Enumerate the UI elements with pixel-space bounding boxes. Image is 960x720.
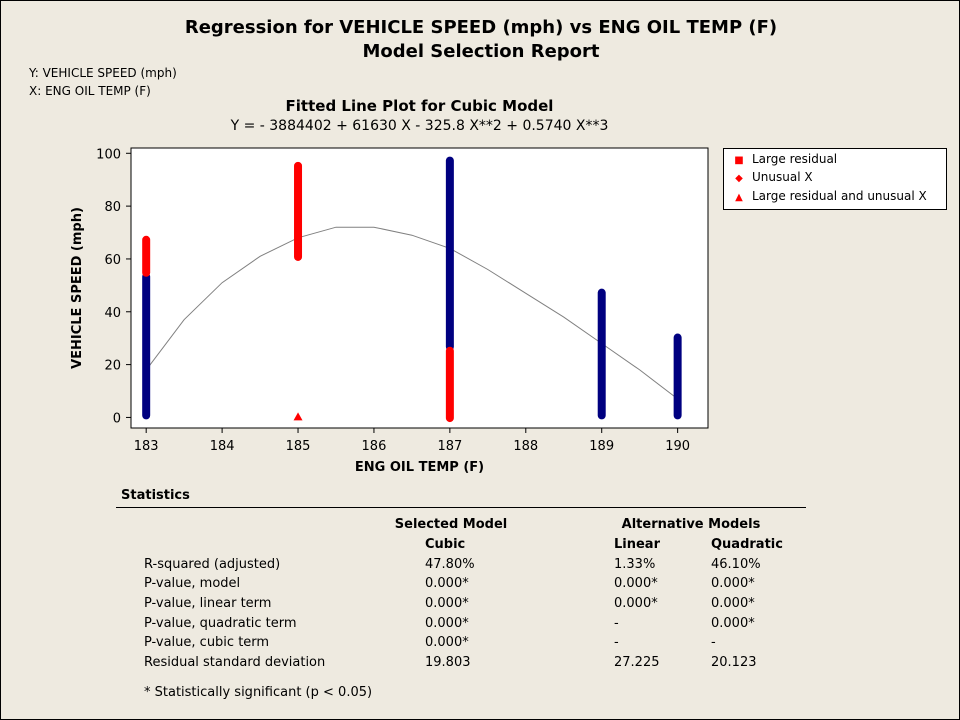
fit-equation: Y = - 3884402 + 61630 X - 325.8 X**2 + 0…	[230, 118, 609, 134]
plot-title: Fitted Line Plot for Cubic Model	[285, 97, 554, 115]
stat-cell: 46.10%	[711, 557, 761, 572]
data-point-cluster	[445, 156, 454, 351]
stat-row-label: Residual standard deviation	[144, 655, 326, 670]
diamond-marker-icon: ◆	[735, 173, 743, 184]
triangle-marker-icon: ▲	[735, 192, 743, 203]
square-marker-icon: ■	[734, 155, 744, 166]
stat-cell: -	[711, 635, 716, 650]
stat-row-label: P-value, quadratic term	[144, 616, 297, 631]
x-variable-label: X: ENG OIL TEMP (F)	[29, 84, 151, 98]
report-title: Regression for VEHICLE SPEED (mph) vs EN…	[184, 17, 778, 38]
x-tick-label: 187	[437, 439, 462, 454]
report-subtitle: Model Selection Report	[362, 41, 600, 62]
stat-row-label: P-value, model	[144, 576, 241, 591]
stat-cell: 47.80%	[425, 557, 475, 572]
legend-label: Large residual	[752, 152, 838, 166]
x-tick-label: 185	[286, 439, 311, 454]
plot-area	[130, 147, 709, 429]
legend-item-large-residual: ■ Large residual	[732, 152, 837, 166]
stat-cell: 1.33%	[614, 557, 656, 572]
stat-cell: -	[614, 635, 619, 650]
stat-cell: 0.000*	[614, 576, 658, 591]
statistics-divider	[116, 507, 806, 508]
stat-row-label: P-value, cubic term	[144, 635, 270, 650]
column-header-cubic: Cubic	[425, 537, 466, 552]
fitted-cubic-line	[145, 226, 678, 400]
x-tick-label: 189	[589, 439, 614, 454]
stat-cell: 0.000*	[614, 596, 658, 611]
x-tick-label: 190	[665, 439, 690, 454]
x-axis-title: ENG OIL TEMP (F)	[355, 460, 484, 475]
x-tick-label: 188	[513, 439, 538, 454]
alternative-models-header: Alternative Models	[621, 517, 761, 532]
significance-footnote: * Statistically significant (p < 0.05)	[144, 685, 373, 700]
x-tick-label: 186	[362, 439, 387, 454]
y-tick-label: 40	[104, 306, 121, 321]
stat-cell: -	[614, 616, 619, 631]
stat-row-label: R-squared (adjusted)	[144, 557, 281, 572]
large-residual-cluster	[142, 235, 151, 277]
large-residual-cluster	[445, 346, 454, 423]
y-tick-label: 80	[104, 200, 121, 215]
legend-item-large-residual-unusual-x: ▲ Large residual and unusual X	[732, 189, 927, 203]
stat-cell: 20.123	[711, 655, 757, 670]
column-header-quadratic: Quadratic	[711, 537, 783, 552]
statistics-heading: Statistics	[121, 488, 190, 503]
legend: ■ Large residual ◆ Unusual X ▲ Large residu…	[723, 148, 947, 210]
data-point-cluster	[142, 272, 151, 420]
y-tick-label: 100	[96, 147, 121, 162]
data-point-cluster	[597, 288, 606, 420]
selected-model-header: Selected Model	[394, 517, 508, 532]
x-tick-label: 184	[210, 439, 235, 454]
stat-cell: 0.000*	[711, 576, 755, 591]
y-axis-title: VEHICLE SPEED (mph)	[70, 207, 85, 369]
large-residual-unusual-x-point	[293, 412, 303, 421]
y-tick-label: 60	[104, 253, 121, 268]
legend-label: Unusual X	[752, 170, 813, 184]
legend-item-unusual-x: ◆ Unusual X	[732, 170, 813, 184]
stat-row-label: P-value, linear term	[144, 596, 272, 611]
stat-cell: 0.000*	[425, 576, 469, 591]
legend-label: Large residual and unusual X	[752, 189, 927, 203]
stat-cell: 19.803	[425, 655, 471, 670]
data-point-cluster	[673, 333, 682, 420]
stat-cell: 0.000*	[425, 635, 469, 650]
stat-cell: 0.000*	[711, 596, 755, 611]
stat-cell: 0.000*	[425, 616, 469, 631]
stat-cell: 0.000*	[425, 596, 469, 611]
y-tick-label: 20	[104, 359, 121, 374]
y-tick-label: 0	[113, 411, 121, 426]
large-residual-cluster	[294, 161, 303, 261]
y-variable-label: Y: VEHICLE SPEED (mph)	[29, 66, 177, 80]
column-header-linear: Linear	[614, 537, 660, 552]
stat-cell: 27.225	[614, 655, 660, 670]
x-tick-label: 183	[134, 439, 159, 454]
stat-cell: 0.000*	[711, 616, 755, 631]
